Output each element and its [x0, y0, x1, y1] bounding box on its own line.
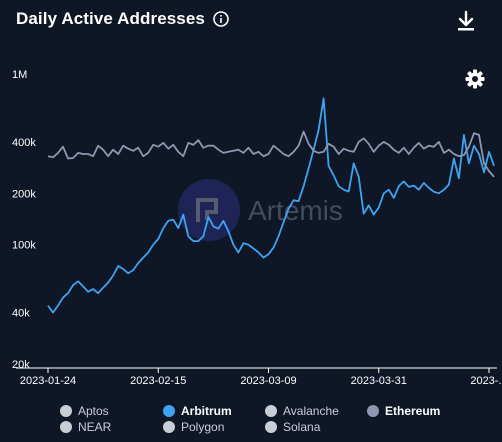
legend-label: Solana: [283, 420, 321, 434]
legend-label: Aptos: [78, 404, 109, 418]
legend-dot: [60, 421, 72, 433]
chart-header: Daily Active Addresses: [16, 9, 229, 29]
legend-item-solana[interactable]: Solana: [265, 420, 320, 434]
x-tick-label: 2023-03-31: [351, 375, 407, 387]
y-tick-label: 1M: [12, 69, 27, 81]
legend-item-avalanche[interactable]: Avalanche: [265, 404, 339, 418]
chart-title: Daily Active Addresses: [16, 9, 205, 28]
legend-label: Arbitrum: [181, 404, 232, 418]
legend-dot: [265, 421, 277, 433]
artemis-logo-mark: [196, 198, 218, 222]
x-tick-label: 2023-...: [470, 375, 502, 387]
series-line-arbitrum[interactable]: [47, 97, 495, 314]
axes: 20k 40k 100k 200k 400k 1M 2023-01-24 2023-02-15…: [12, 69, 502, 387]
legend-dot: [163, 405, 175, 417]
download-icon[interactable]: [456, 10, 476, 32]
legend-label: Ethereum: [385, 404, 441, 418]
legend-dot: [163, 421, 175, 433]
y-tick-label: 100k: [12, 240, 36, 252]
legend-item-aptos[interactable]: Aptos: [60, 404, 109, 418]
info-icon[interactable]: [213, 11, 229, 27]
gear-icon[interactable]: [465, 69, 485, 89]
legend-item-ethereum[interactable]: Ethereum: [367, 404, 440, 418]
watermark-text: Artemis: [248, 195, 343, 226]
legend-dot: [265, 405, 277, 417]
legend-label: NEAR: [78, 420, 112, 434]
legend-dot: [60, 405, 72, 417]
series-lines: [47, 97, 495, 314]
y-tick-label: 400k: [12, 137, 36, 149]
y-tick-label: 200k: [12, 188, 36, 200]
y-tick-label: 40k: [12, 308, 30, 320]
legend-dot: [367, 405, 379, 417]
series-line-ethereum[interactable]: [47, 130, 495, 178]
chart-legend: Aptos Arbitrum Avalanche Ethereum NEAR Polygo…: [0, 402, 502, 438]
legend-label: Polygon: [181, 420, 225, 434]
artemis-logo: [178, 179, 240, 241]
x-tick-label: 2023-02-15: [130, 375, 186, 387]
watermark: Artemis: [178, 179, 343, 241]
x-tick-label: 2023-01-24: [20, 375, 76, 387]
legend-item-polygon[interactable]: Polygon: [163, 420, 224, 434]
legend-item-near[interactable]: NEAR: [60, 420, 111, 434]
y-tick-label: 20k: [12, 359, 30, 371]
x-tick-label: 2023-03-09: [240, 375, 296, 387]
legend-label: Avalanche: [283, 404, 339, 418]
legend-item-arbitrum[interactable]: Arbitrum: [163, 404, 232, 418]
